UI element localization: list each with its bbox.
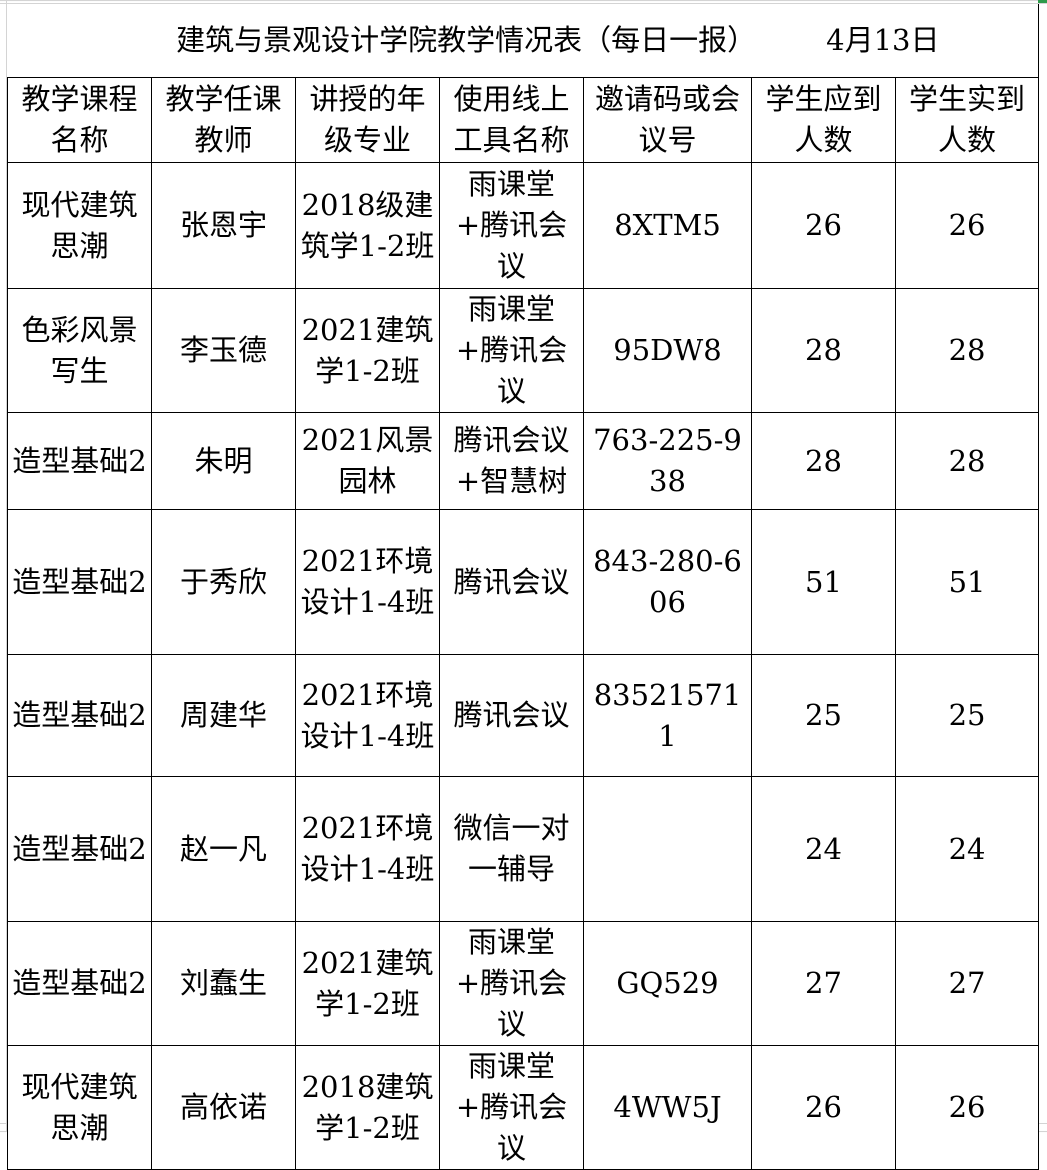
cell-actual-count[interactable]: 27 [894, 921, 1040, 1046]
cell-invite-code[interactable]: 8XTM5 [583, 162, 752, 289]
cell-grade-major[interactable]: 2021建筑学1-2班 [295, 921, 440, 1046]
cell-grade-major[interactable]: 2018级建筑学1-2班 [295, 162, 440, 289]
spreadsheet-table: 建筑与景观设计学院教学情况表（每日一报） 4月13日 教学课程名称 教学任课教师 讲授… [7, 4, 1040, 1170]
table-row: 造型基础2 赵一凡 2021环境设计1-4班 微信一对一辅导 24 24 [7, 776, 1040, 922]
table-row: 造型基础2 周建华 2021环境设计1-4班 腾讯会议 835215711 25 25 [7, 654, 1040, 777]
cell-invite-code[interactable]: 95DW8 [583, 288, 752, 413]
cell-online-tool[interactable]: 雨课堂+腾讯会议 [439, 288, 584, 413]
cell-course-name[interactable]: 造型基础2 [7, 776, 152, 922]
cell-invite-code[interactable]: 843-280-606 [583, 509, 752, 655]
cell-expected-count[interactable]: 26 [751, 162, 896, 289]
header-actual-count[interactable]: 学生实到人数 [894, 77, 1040, 163]
cell-online-tool[interactable]: 微信一对一辅导 [439, 776, 584, 922]
header-online-tool[interactable]: 使用线上工具名称 [439, 77, 584, 163]
header-expected-count[interactable]: 学生应到人数 [751, 77, 896, 163]
cell-teacher[interactable]: 张恩宇 [151, 162, 296, 289]
cell-online-tool[interactable]: 雨课堂+腾讯会议 [439, 921, 584, 1046]
cell-teacher[interactable]: 朱明 [151, 412, 296, 510]
cell-expected-count[interactable]: 28 [751, 288, 896, 413]
cell-online-tool[interactable]: 雨课堂+腾讯会议 [439, 162, 584, 289]
cell-invite-code[interactable]: 4WW5J [583, 1045, 752, 1170]
cell-course-name[interactable]: 现代建筑思潮 [7, 162, 152, 289]
cell-online-tool[interactable]: 腾讯会议 [439, 509, 584, 655]
cell-teacher[interactable]: 赵一凡 [151, 776, 296, 922]
cell-course-name[interactable]: 造型基础2 [7, 654, 152, 777]
cell-invite-code[interactable]: 763-225-938 [583, 412, 752, 510]
header-invite-code[interactable]: 邀请码或会议号 [583, 77, 752, 163]
cell-grade-major[interactable]: 2021环境设计1-4班 [295, 654, 440, 777]
header-teacher[interactable]: 教学任课教师 [151, 77, 296, 163]
sheet-gridline [6, 0, 7, 1131]
cell-expected-count[interactable]: 26 [751, 1045, 896, 1170]
sheet-gridline [0, 3, 1047, 4]
cell-actual-count[interactable]: 26 [894, 1045, 1040, 1170]
cell-grade-major[interactable]: 2018建筑学1-2班 [295, 1045, 440, 1170]
report-date: 4月13日 [826, 23, 940, 57]
selection-accent [1038, 0, 1047, 3]
table-row: 造型基础2 于秀欣 2021环境设计1-4班 腾讯会议 843-280-606 51 51 [7, 509, 1040, 655]
cell-teacher[interactable]: 李玉德 [151, 288, 296, 413]
table-row: 现代建筑思潮 张恩宇 2018级建筑学1-2班 雨课堂+腾讯会议 8XTM5 26 26 [7, 162, 1040, 289]
cell-online-tool[interactable]: 腾讯会议+智慧树 [439, 412, 584, 510]
table-title: 建筑与景观设计学院教学情况表（每日一报） [176, 23, 757, 57]
cell-actual-count[interactable]: 28 [894, 288, 1040, 413]
cell-course-name[interactable]: 造型基础2 [7, 921, 152, 1046]
cell-course-name[interactable]: 现代建筑思潮 [7, 1045, 152, 1170]
cell-actual-count[interactable]: 25 [894, 654, 1040, 777]
cell-online-tool[interactable]: 腾讯会议 [439, 654, 584, 777]
table-row: 造型基础2 朱明 2021风景园林 腾讯会议+智慧树 763-225-938 28 28 [7, 412, 1040, 510]
cell-grade-major[interactable]: 2021风景园林 [295, 412, 440, 510]
title-cell[interactable]: 建筑与景观设计学院教学情况表（每日一报） 4月13日 [7, 4, 1040, 78]
cell-course-name[interactable]: 造型基础2 [7, 509, 152, 655]
cell-actual-count[interactable]: 51 [894, 509, 1040, 655]
cell-expected-count[interactable]: 27 [751, 921, 896, 1046]
cell-grade-major[interactable]: 2021环境设计1-4班 [295, 509, 440, 655]
cell-actual-count[interactable]: 28 [894, 412, 1040, 510]
table-row: 现代建筑思潮 高依诺 2018建筑学1-2班 雨课堂+腾讯会议 4WW5J 26 26 [7, 1045, 1040, 1170]
cell-actual-count[interactable]: 24 [894, 776, 1040, 922]
cell-online-tool[interactable]: 雨课堂+腾讯会议 [439, 1045, 584, 1170]
header-grade-major[interactable]: 讲授的年级专业 [295, 77, 440, 163]
header-row: 教学课程名称 教学任课教师 讲授的年级专业 使用线上工具名称 邀请码或会议号 学生应到人数… [7, 77, 1040, 163]
cell-course-name[interactable]: 色彩风景写生 [7, 288, 152, 413]
cell-grade-major[interactable]: 2021建筑学1-2班 [295, 288, 440, 413]
table-row: 造型基础2 刘蠢生 2021建筑学1-2班 雨课堂+腾讯会议 GQ529 27 27 [7, 921, 1040, 1046]
title-row: 建筑与景观设计学院教学情况表（每日一报） 4月13日 [7, 4, 1040, 78]
cell-expected-count[interactable]: 28 [751, 412, 896, 510]
cell-teacher[interactable]: 高依诺 [151, 1045, 296, 1170]
cell-expected-count[interactable]: 51 [751, 509, 896, 655]
cell-expected-count[interactable]: 24 [751, 776, 896, 922]
cell-teacher[interactable]: 周建华 [151, 654, 296, 777]
cell-invite-code[interactable] [583, 776, 752, 922]
table-row: 色彩风景写生 李玉德 2021建筑学1-2班 雨课堂+腾讯会议 95DW8 28 28 [7, 288, 1040, 413]
cell-teacher[interactable]: 刘蠢生 [151, 921, 296, 1046]
cell-course-name[interactable]: 造型基础2 [7, 412, 152, 510]
cell-invite-code[interactable]: GQ529 [583, 921, 752, 1046]
cell-grade-major[interactable]: 2021环境设计1-4班 [295, 776, 440, 922]
cell-expected-count[interactable]: 25 [751, 654, 896, 777]
cell-teacher[interactable]: 于秀欣 [151, 509, 296, 655]
cell-invite-code[interactable]: 835215711 [583, 654, 752, 777]
cell-actual-count[interactable]: 26 [894, 162, 1040, 289]
header-course-name[interactable]: 教学课程名称 [7, 77, 152, 163]
